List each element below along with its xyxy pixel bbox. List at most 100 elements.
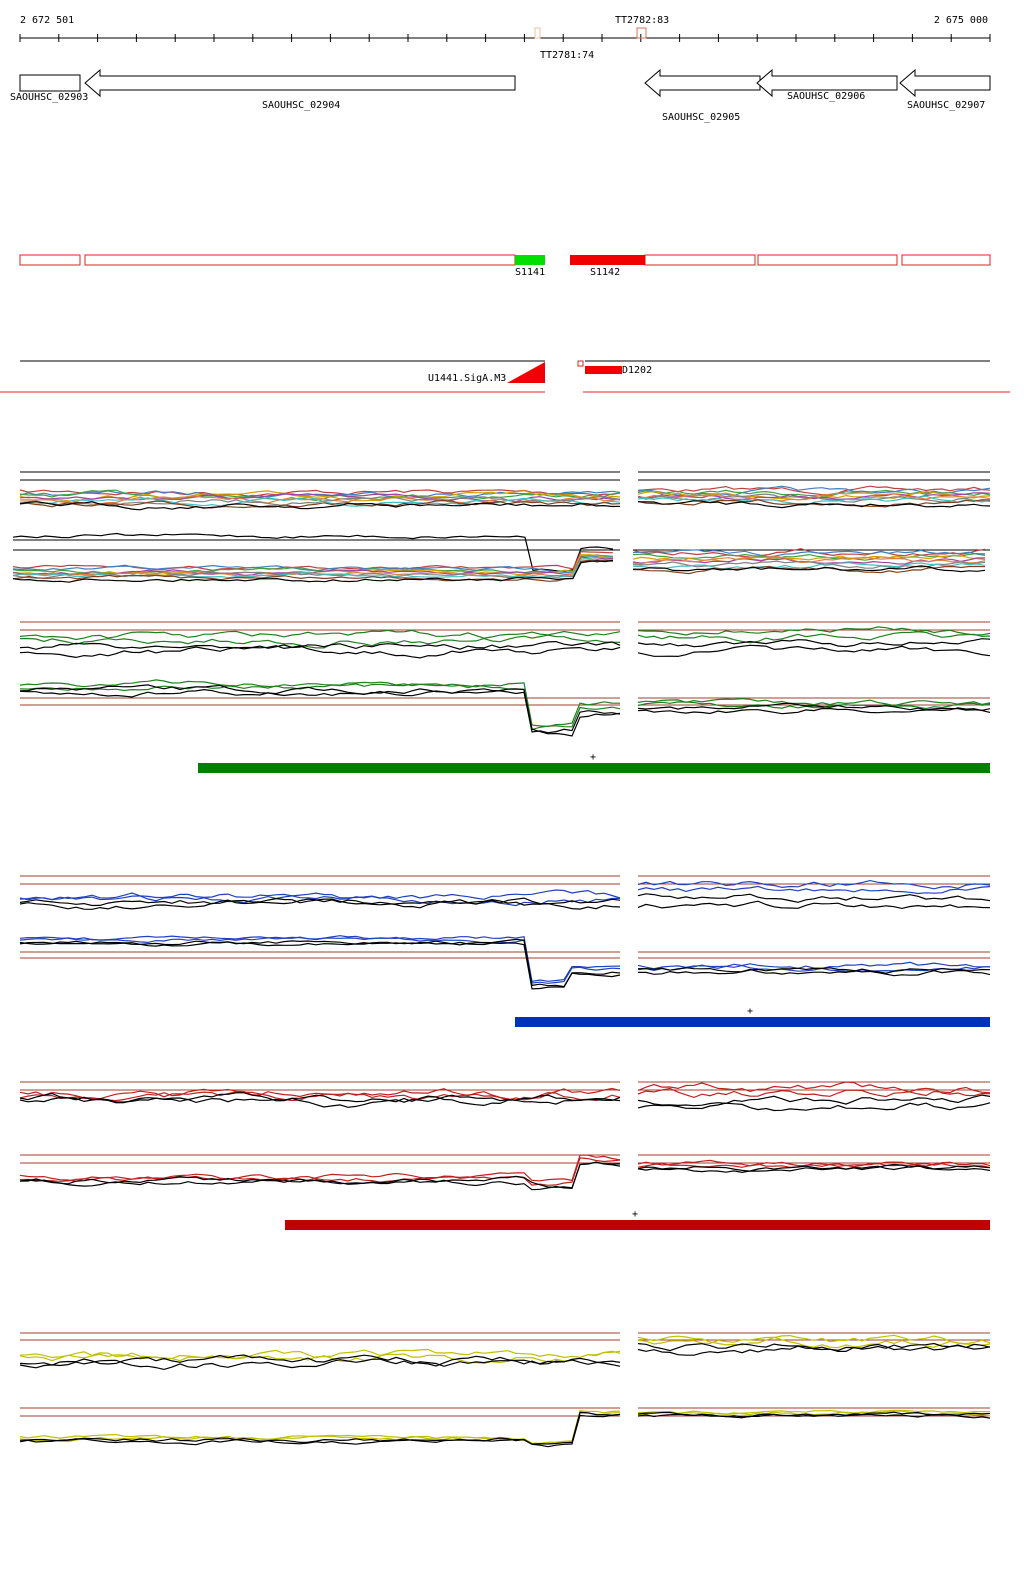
expression-profile [19, 1094, 621, 1108]
expression-profile [637, 893, 991, 903]
gene-arrow [756, 68, 898, 98]
expression-profile [19, 493, 621, 503]
expression-profile [637, 900, 991, 910]
promoter-label: U1441.SigA.M3 [428, 373, 506, 384]
gene-arrow [84, 68, 516, 98]
segment-highlight [570, 255, 645, 265]
expression-profile [19, 684, 621, 734]
expression-profile [637, 485, 991, 496]
strand-label: + [590, 752, 596, 763]
expression-profile [637, 697, 991, 707]
expression-profile [637, 1102, 991, 1112]
segment [901, 254, 991, 266]
expression-profile [637, 1081, 991, 1097]
expression-profile [637, 500, 991, 509]
expression-profile [19, 495, 621, 505]
terminator [636, 27, 647, 39]
expression-profile [19, 941, 621, 990]
expression-profile [632, 549, 986, 558]
segment-label: S1141 [515, 267, 545, 278]
expression-profile [19, 897, 621, 910]
expression-profile [19, 640, 621, 650]
expression-profile [19, 889, 621, 901]
expression-profile [638, 1409, 990, 1415]
expression-profile [12, 532, 614, 572]
strand-bar [285, 1220, 990, 1230]
promoter-mark [577, 360, 584, 367]
expression-profile [637, 1094, 991, 1107]
expression-profile [637, 1165, 991, 1174]
gene [19, 74, 81, 92]
gene-label: SAOUHSC_02905 [662, 112, 740, 123]
expression-profile [19, 634, 621, 649]
expression-profile [637, 499, 991, 508]
expression-profile [19, 490, 621, 499]
expression-profile [637, 492, 991, 501]
segment [644, 254, 756, 266]
expression-profile [637, 1413, 991, 1419]
strand-bar [515, 1017, 990, 1027]
expression-profile [637, 1087, 991, 1099]
expression-profile [19, 645, 621, 659]
expression-profile [19, 1348, 621, 1362]
promoter-mark [507, 362, 545, 383]
expression-profile [637, 626, 991, 636]
expression-profile [637, 1343, 991, 1356]
expression-profile [637, 701, 991, 710]
segment [19, 254, 81, 266]
expression-profile [19, 1413, 621, 1448]
strand-label: + [632, 1209, 638, 1220]
ruler-start: 2 672 501 [20, 15, 74, 26]
expression-profile [632, 565, 986, 573]
gene-label: SAOUHSC_02906 [787, 91, 865, 102]
expression-profile [19, 499, 621, 509]
gene-label: SAOUHSC_02903 [10, 92, 88, 103]
expression-profile [637, 707, 991, 715]
expression-profile [19, 938, 621, 988]
ruler-end: 2 675 000 [934, 15, 988, 26]
expression-profile [632, 565, 986, 575]
expression-profile [638, 967, 991, 977]
segment [84, 254, 516, 266]
gene-arrow [644, 68, 761, 98]
expression-profile [19, 1161, 621, 1191]
expression-profile [19, 679, 621, 728]
expression-profile [637, 967, 991, 975]
expression-profile [637, 1334, 991, 1346]
expression-profile [19, 688, 621, 737]
expression-profile [19, 1358, 621, 1371]
expression-profile [19, 1412, 621, 1445]
expression-profile [637, 879, 991, 890]
expression-profile [637, 1336, 991, 1349]
expression-profile [19, 490, 621, 502]
terminator [534, 27, 541, 39]
gene-arrow [899, 68, 991, 98]
expression-profile [637, 885, 991, 895]
expression-profile [637, 490, 991, 501]
expression-profile [632, 554, 986, 563]
segment [757, 254, 898, 266]
segment-label: S1142 [590, 267, 620, 278]
expression-profile [637, 702, 991, 711]
expression-profile [12, 559, 614, 582]
expression-profile [19, 1092, 621, 1107]
expression-profile [19, 935, 621, 984]
expression-profile [19, 496, 621, 507]
strand-label: + [747, 1006, 753, 1017]
strand-bar [198, 763, 990, 773]
gene-label: SAOUHSC_02904 [262, 100, 340, 111]
expression-profile [637, 489, 991, 497]
terminator-label: TT2782:83 [615, 15, 669, 26]
segment-row [19, 254, 991, 266]
downstream-mark [585, 366, 622, 374]
expression-profile [12, 559, 614, 583]
segment-highlight [515, 255, 545, 265]
expression-profile [19, 1154, 621, 1182]
expression-profile [19, 897, 621, 909]
expression-profile [19, 629, 621, 641]
expression-tracks [12, 471, 991, 1448]
downstream-label: D1202 [622, 365, 652, 376]
expression-profile [637, 638, 991, 648]
expression-profile [19, 1349, 621, 1364]
